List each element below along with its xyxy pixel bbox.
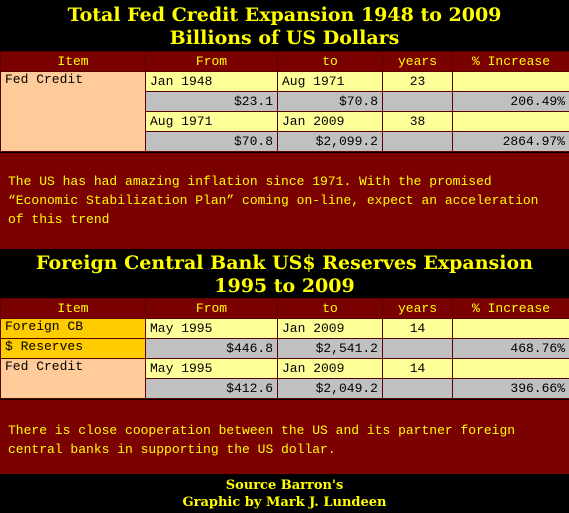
table-row: $ Reserves $446.8 $2,541.2 468.76% bbox=[0, 338, 569, 359]
table1-title-line2: Billions of US Dollars bbox=[169, 27, 400, 49]
years-value: 14 bbox=[382, 358, 453, 379]
item-fed-credit: Fed Credit bbox=[0, 71, 146, 152]
table2: Item From to years % Increase Foreign CB… bbox=[0, 298, 569, 399]
table2-title-line2: 1995 to 2009 bbox=[214, 275, 355, 297]
header-years: years bbox=[382, 51, 453, 72]
table2-header-row: Item From to years % Increase bbox=[0, 298, 569, 319]
empty-cell bbox=[382, 131, 453, 152]
note-text: The US has had amazing inflation since 1… bbox=[8, 174, 539, 227]
percent-increase: 468.76% bbox=[452, 338, 569, 359]
percent-increase: 2864.97% bbox=[452, 131, 569, 152]
to-amount: $2,099.2 bbox=[277, 131, 383, 152]
header-from: From bbox=[145, 51, 278, 72]
header-to: to bbox=[277, 298, 383, 319]
from-date: Aug 1971 bbox=[145, 111, 278, 132]
table-row: Fed Credit May 1995 Jan 2009 14 bbox=[0, 358, 569, 399]
from-amount: $23.1 bbox=[145, 91, 278, 112]
to-date: Jan 2009 bbox=[277, 111, 383, 132]
header-item: Item bbox=[0, 51, 146, 72]
years-value: 14 bbox=[382, 318, 453, 339]
to-amount: $2,541.2 bbox=[277, 338, 383, 359]
table-row: $412.6 $2,049.2 396.66% bbox=[1, 378, 569, 399]
to-date: Aug 1971 bbox=[277, 71, 383, 92]
table2-title: Foreign Central Bank US$ Reserves Expans… bbox=[0, 252, 569, 298]
years-value: 38 bbox=[382, 111, 453, 132]
to-date: Jan 2009 bbox=[277, 358, 383, 379]
table1-title: Total Fed Credit Expansion 1948 to 2009 … bbox=[0, 4, 569, 50]
header-years: years bbox=[382, 298, 453, 319]
to-amount: $2,049.2 bbox=[277, 378, 383, 399]
header-increase: % Increase bbox=[452, 51, 569, 72]
empty-cell bbox=[452, 318, 569, 339]
percent-increase: 206.49% bbox=[452, 91, 569, 112]
from-amount: $446.8 bbox=[145, 338, 278, 359]
header-item: Item bbox=[0, 298, 146, 319]
table-row: $23.1 $70.8 206.49% bbox=[1, 91, 569, 112]
empty-cell bbox=[382, 338, 453, 359]
table1-note: The US has had amazing inflation since 1… bbox=[0, 153, 569, 249]
empty-cell bbox=[382, 378, 453, 399]
from-date: Jan 1948 bbox=[145, 71, 278, 92]
header-to: to bbox=[277, 51, 383, 72]
header-increase: % Increase bbox=[452, 298, 569, 319]
note-text: There is close cooperation between the U… bbox=[8, 423, 516, 457]
table1-title-line1: Total Fed Credit Expansion 1948 to 2009 bbox=[67, 4, 502, 26]
from-amount: $70.8 bbox=[145, 131, 278, 152]
header-from: From bbox=[145, 298, 278, 319]
table2-note: There is close cooperation between the U… bbox=[0, 400, 569, 474]
item-foreign-cb-line2: $ Reserves bbox=[0, 338, 146, 359]
empty-cell bbox=[452, 71, 569, 92]
source-credit: Source Barron's bbox=[225, 478, 344, 493]
empty-cell bbox=[452, 111, 569, 132]
table1: Item From to years % Increase Fed Credit… bbox=[0, 51, 569, 152]
table1-header-row: Item From to years % Increase bbox=[0, 51, 569, 72]
years-value: 23 bbox=[382, 71, 453, 92]
footer: Source Barron's Graphic by Mark J. Lunde… bbox=[0, 477, 569, 511]
empty-cell bbox=[382, 91, 453, 112]
graphic-credit: Graphic by Mark J. Lundeen bbox=[182, 495, 387, 510]
item-fed-credit: Fed Credit bbox=[0, 358, 146, 399]
item-foreign-cb-line1: Foreign CB bbox=[0, 318, 146, 339]
to-amount: $70.8 bbox=[277, 91, 383, 112]
table-row: Fed Credit Jan 1948 Aug 1971 23 bbox=[0, 71, 569, 152]
table-row: $70.8 $2,099.2 2864.97% bbox=[1, 131, 569, 152]
table-row: Foreign CB May 1995 Jan 2009 14 bbox=[0, 318, 569, 339]
empty-cell bbox=[452, 358, 569, 379]
from-date: May 1995 bbox=[145, 318, 278, 339]
to-date: Jan 2009 bbox=[277, 318, 383, 339]
from-amount: $412.6 bbox=[145, 378, 278, 399]
table2-title-line1: Foreign Central Bank US$ Reserves Expans… bbox=[36, 252, 533, 274]
percent-increase: 396.66% bbox=[452, 378, 569, 399]
from-date: May 1995 bbox=[145, 358, 278, 379]
